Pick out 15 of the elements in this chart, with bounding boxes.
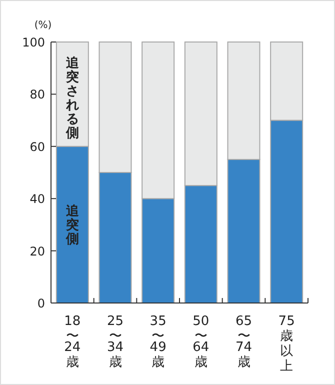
y-tick-label: 40 xyxy=(30,192,45,206)
x-tick-label: 35〜49歳 xyxy=(150,314,166,370)
y-tick-label: 0 xyxy=(37,296,45,310)
y-axis-title: (%) xyxy=(34,20,52,31)
x-tick-label: 75歳以上 xyxy=(278,314,295,374)
series-label: 追突される側 xyxy=(64,56,80,142)
x-tick-label: 65〜74歳 xyxy=(235,314,252,370)
x-tick-label: 50〜64歳 xyxy=(192,314,210,370)
y-tick-label: 60 xyxy=(30,140,45,154)
x-tick-label: 25〜34歳 xyxy=(106,314,124,370)
y-tick-label: 100 xyxy=(22,36,45,50)
y-tick-label: 80 xyxy=(30,88,45,102)
x-tick-label: 18〜24歳 xyxy=(64,314,81,370)
y-tick-label: 20 xyxy=(30,244,45,258)
series-label: 追突側 xyxy=(64,204,80,247)
